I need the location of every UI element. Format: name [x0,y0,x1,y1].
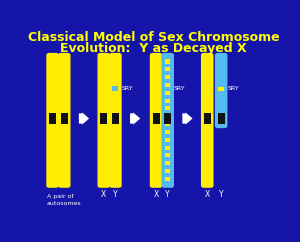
Bar [165,91,170,95]
FancyBboxPatch shape [201,53,214,188]
Bar [218,113,225,124]
Bar [165,177,170,181]
Bar [165,83,170,87]
Text: A pair of
autosomes: A pair of autosomes [47,194,81,205]
Bar [100,113,107,124]
Bar [165,98,170,103]
Bar [165,161,170,165]
FancyBboxPatch shape [46,53,59,188]
Bar [165,75,170,79]
Bar [112,113,119,124]
Bar [49,113,56,124]
Bar [165,130,170,134]
FancyBboxPatch shape [215,53,227,128]
FancyBboxPatch shape [58,53,70,188]
Bar [164,113,171,124]
Bar [153,113,160,124]
Text: SRY: SRY [227,86,239,91]
Text: X: X [205,190,210,199]
Text: X: X [153,190,159,199]
Text: Evolution:  Y as Decayed X: Evolution: Y as Decayed X [60,42,247,55]
Text: Classical Model of Sex Chromosome: Classical Model of Sex Chromosome [28,31,280,44]
Bar [218,87,224,91]
Bar [165,153,170,158]
FancyArrow shape [182,113,193,125]
Bar [165,106,170,110]
Bar [112,86,118,91]
Text: Y: Y [165,190,170,199]
Text: SRY: SRY [174,86,186,91]
FancyBboxPatch shape [150,53,162,188]
FancyArrow shape [130,113,140,125]
FancyBboxPatch shape [161,53,174,188]
Bar [204,113,211,124]
Bar [165,138,170,142]
Bar [165,145,170,150]
Bar [165,67,170,71]
Bar [61,113,68,124]
Text: SRY: SRY [122,86,133,91]
Text: X: X [101,190,106,199]
FancyArrow shape [79,113,89,125]
Text: Y: Y [113,190,118,199]
FancyBboxPatch shape [98,53,110,188]
FancyBboxPatch shape [109,53,122,188]
Bar [165,122,170,126]
Bar [165,60,170,63]
Bar [165,169,170,173]
Text: Y: Y [219,190,224,199]
